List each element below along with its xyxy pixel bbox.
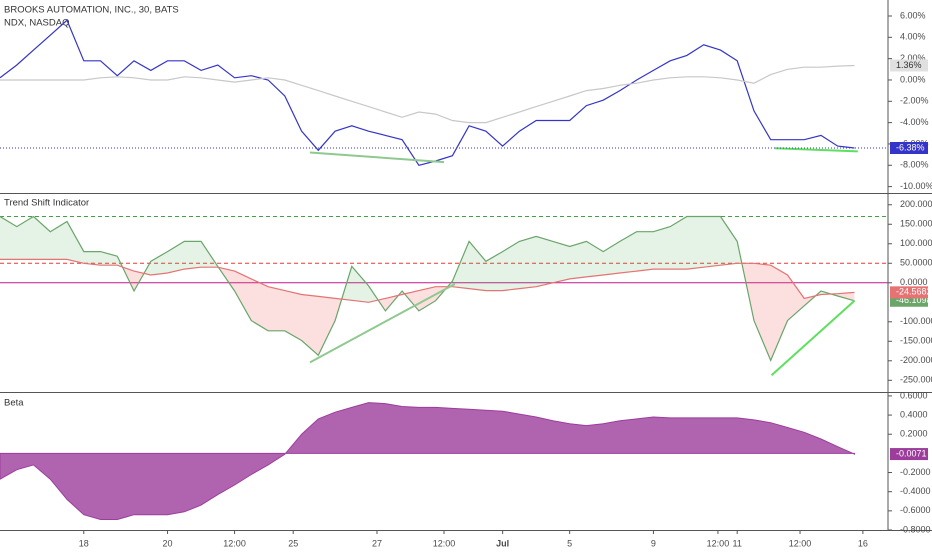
last-value-label: -24.5682 [896,287,932,297]
pane-title: Beta [4,398,24,409]
y-tick-label: -10.00% [900,181,932,191]
x-tick-label: 11 [733,538,742,548]
trendline [774,147,858,153]
y-tick-label: 50.0000 [900,258,932,268]
last-value-box [890,286,928,299]
beta-area [0,402,856,520]
x-tick-label: 12:00 [707,538,730,548]
y-tick-label: 6.00% [900,10,926,20]
series-line [0,64,855,124]
y-tick-label: -2.00% [900,96,929,106]
last-value-label: -46.1098 [896,295,932,305]
trendline [309,151,445,164]
y-tick-label: -4.00% [900,117,929,127]
y-tick-label: 2.00% [900,53,926,63]
y-tick-label: 0.00% [900,74,926,84]
y-tick-label: -250.0000 [900,375,932,385]
last-value-box [890,59,928,72]
y-tick-label: -200.0000 [900,355,932,365]
y-tick-label: 0.2000 [900,429,928,439]
y-tick-label: -8.00% [900,160,929,170]
pane-title: Trend Shift Indicator [4,198,89,209]
x-tick-label: 20 [163,538,173,548]
x-tick-label: 16 [858,538,868,548]
y-tick-label: -100.0000 [900,316,932,326]
last-value-label: -6.38% [896,142,925,152]
y-tick-label: -0.6000 [900,505,931,515]
x-tick-label: 12:00 [789,538,812,548]
y-tick-label: 0.4000 [900,409,928,419]
last-value-box [890,142,928,155]
x-tick-label: 18 [79,538,89,548]
last-value-label: -0.0071 [896,448,927,458]
series-line [0,19,855,166]
y-tick-label: 200.0000 [900,199,932,209]
x-tick-label: 12:00 [433,538,456,548]
x-tick-label: Jul [496,538,509,548]
series-line [0,215,855,362]
x-tick-label: 25 [288,538,298,548]
x-tick-label: 27 [372,538,382,548]
y-tick-label: 100.0000 [900,238,932,248]
last-value-label: 1.36% [896,60,922,70]
y-tick-label: -0.2000 [900,467,931,477]
last-value-box [890,448,928,461]
bullish-fill [0,216,855,303]
y-tick-label: 0.6000 [900,390,928,400]
y-tick-label: -150.0000 [900,336,932,346]
x-tick-label: 9 [651,538,656,548]
series-legend: BROOKS AUTOMATION, INC., 30, BATS [4,5,179,16]
y-tick-label: -0.4000 [900,486,931,496]
trendline [309,283,456,364]
y-tick-label: 0.0000 [900,277,928,287]
x-tick-label: 12:00 [223,538,246,548]
series-legend: NDX, NASDAQ [4,18,69,29]
y-tick-label: -0.8000 [900,524,931,534]
trendline [770,299,856,376]
y-tick-label: 4.00% [900,32,926,42]
series-line [0,258,855,303]
x-tick-label: 5 [567,538,572,548]
y-tick-label: 150.0000 [900,219,932,229]
